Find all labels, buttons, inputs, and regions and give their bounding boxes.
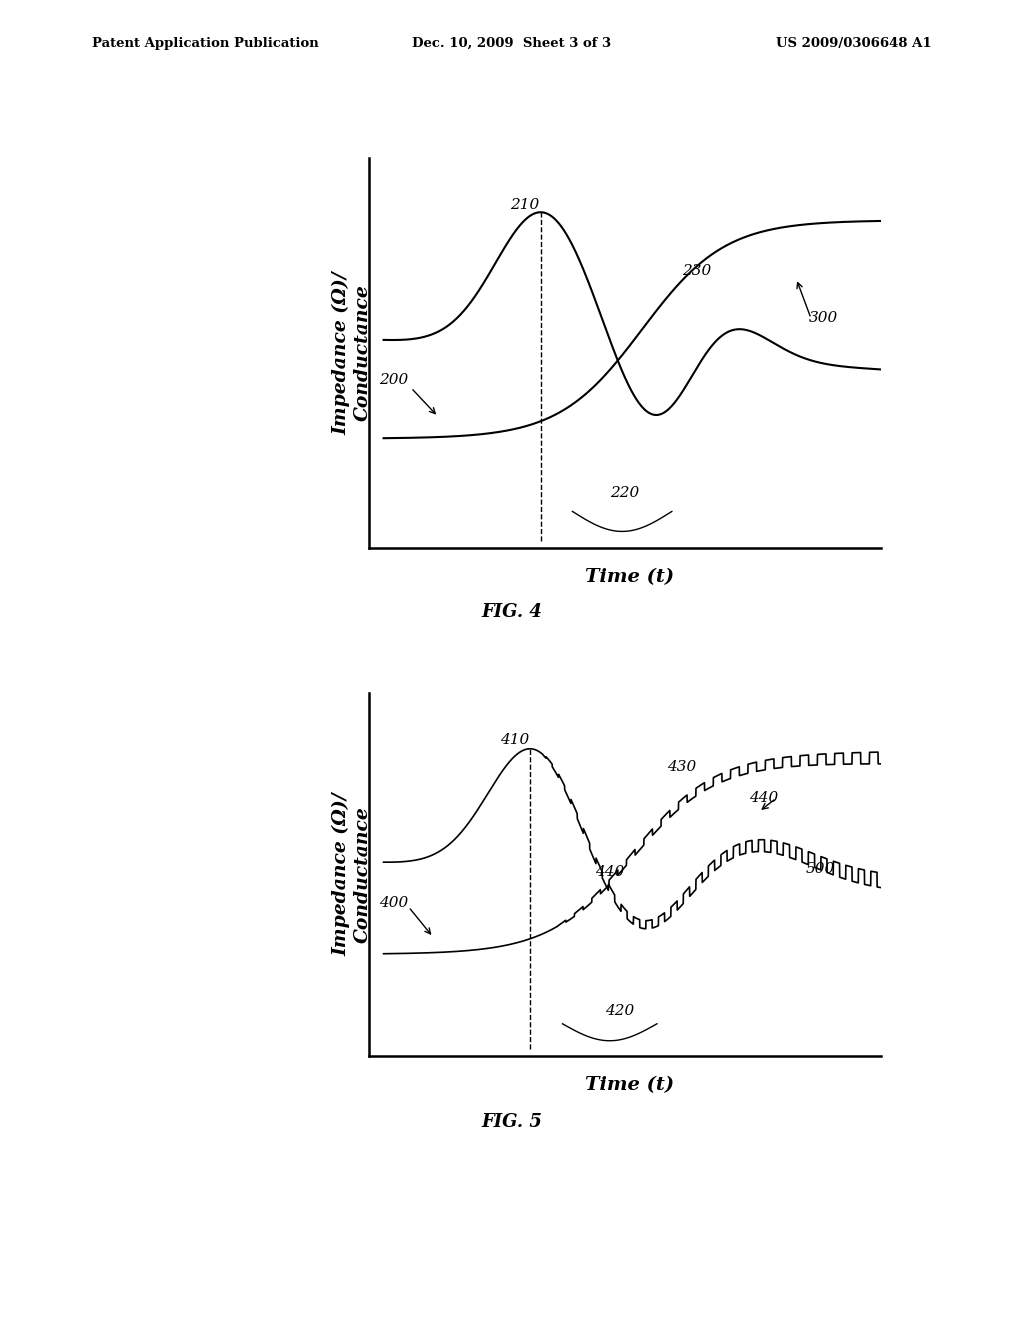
Text: 300: 300 bbox=[809, 312, 838, 325]
Y-axis label: Impedance (Ω)/
Conductance: Impedance (Ω)/ Conductance bbox=[333, 793, 372, 956]
Text: US 2009/0306648 A1: US 2009/0306648 A1 bbox=[776, 37, 932, 50]
Y-axis label: Impedance (Ω)/
Conductance: Impedance (Ω)/ Conductance bbox=[333, 272, 372, 434]
Text: 500: 500 bbox=[806, 862, 836, 875]
Text: Patent Application Publication: Patent Application Publication bbox=[92, 37, 318, 50]
Text: 200: 200 bbox=[379, 374, 408, 387]
Text: 410: 410 bbox=[501, 733, 529, 747]
Text: FIG. 4: FIG. 4 bbox=[481, 603, 543, 622]
Text: Time (t): Time (t) bbox=[585, 1076, 675, 1094]
Text: 210: 210 bbox=[510, 198, 540, 213]
Text: 440: 440 bbox=[595, 865, 624, 879]
Text: 400: 400 bbox=[379, 896, 408, 909]
Text: 220: 220 bbox=[609, 486, 639, 500]
Text: 440: 440 bbox=[749, 791, 778, 805]
Text: Dec. 10, 2009  Sheet 3 of 3: Dec. 10, 2009 Sheet 3 of 3 bbox=[413, 37, 611, 50]
Text: 420: 420 bbox=[605, 1005, 634, 1018]
Text: 230: 230 bbox=[682, 264, 711, 277]
Text: Time (t): Time (t) bbox=[585, 568, 675, 586]
Text: FIG. 5: FIG. 5 bbox=[481, 1113, 543, 1131]
Text: 430: 430 bbox=[667, 760, 696, 774]
